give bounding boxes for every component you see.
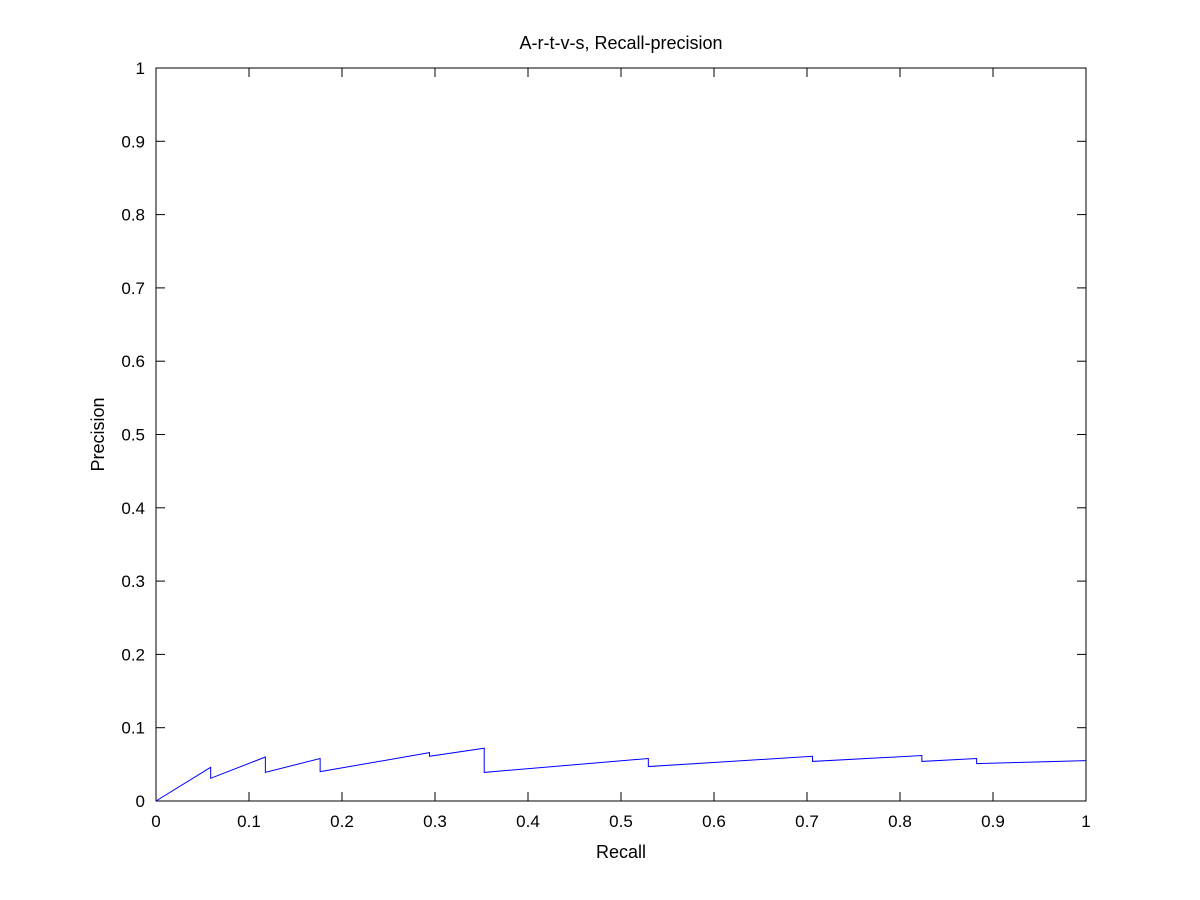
x-tick-label: 0.3: [423, 812, 447, 831]
y-tick-label: 0.6: [121, 352, 145, 371]
x-tick-label: 1: [1081, 812, 1090, 831]
y-tick-label: 0.9: [121, 132, 145, 151]
y-tick-label: 0.3: [121, 572, 145, 591]
ticks-layer: [155, 67, 1087, 802]
x-tick-label: 0.4: [516, 812, 540, 831]
x-tick-label: 0.6: [702, 812, 726, 831]
y-tick-label: 0.4: [121, 499, 145, 518]
y-tick-label: 1: [136, 59, 145, 78]
series-layer: [155, 747, 1087, 802]
x-tick-label: 0.1: [237, 812, 261, 831]
y-tick-label: 0.2: [121, 645, 145, 664]
x-axis-title: Recall: [596, 842, 646, 862]
y-axis-title: Precision: [88, 397, 108, 471]
x-tick-label: 0: [151, 812, 160, 831]
tick-labels-layer: 0 0.1 0.2 0.3 0.4 0.5 0.6 0.7 0.8 0.9 1 0 0.1 0.2 0.3 0…: [121, 59, 1090, 831]
x-tick-label: 0.8: [888, 812, 912, 831]
y-tick-label: 0.7: [121, 279, 145, 298]
x-tick-label: 0.5: [609, 812, 633, 831]
x-tick-label: 0.9: [981, 812, 1005, 831]
y-tick-label: 0: [136, 792, 145, 811]
y-tick-label: 0.1: [121, 719, 145, 738]
x-tick-label: 0.7: [795, 812, 819, 831]
y-tick-label: 0.8: [121, 206, 145, 225]
plot-area: [155, 67, 1087, 802]
x-tick-label: 0.2: [330, 812, 354, 831]
series-line-0: [155, 747, 1087, 802]
y-tick-label: 0.5: [121, 426, 145, 445]
chart-title: A-r-t-v-s, Recall-precision: [519, 33, 722, 53]
